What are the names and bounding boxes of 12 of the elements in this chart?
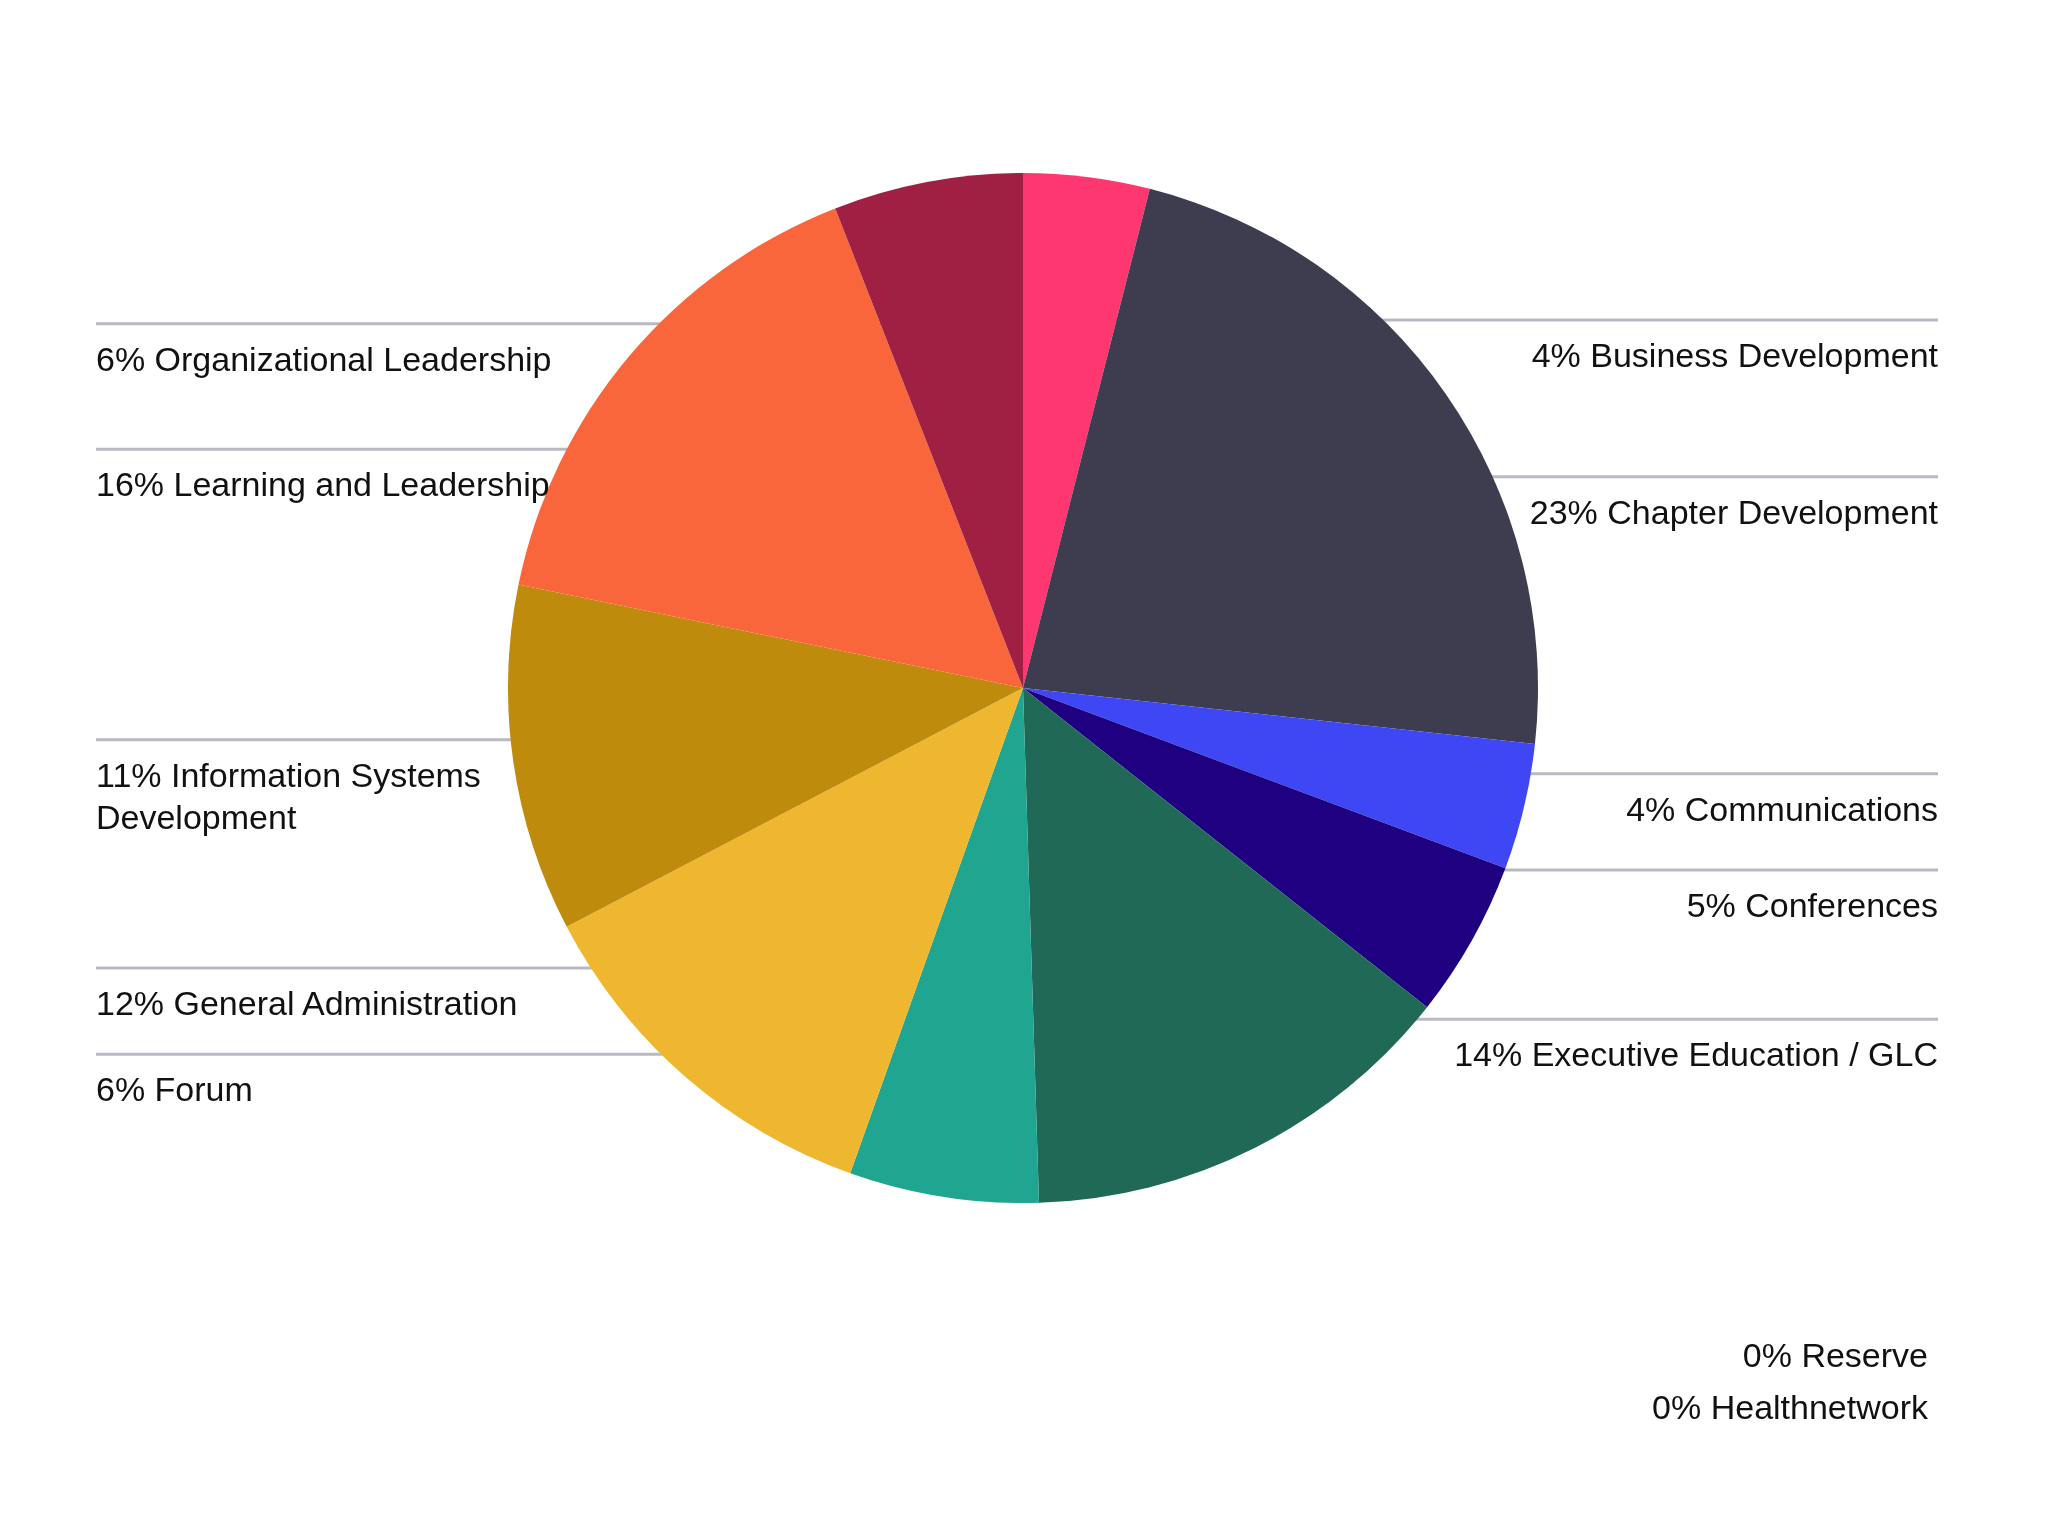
slice-label: 12% General Administration (96, 983, 518, 1022)
text: 0% Healthnetwork (1652, 1388, 1928, 1426)
slice-label: 16% Learning and Leadership (96, 465, 550, 504)
slice-label: 6% Forum (96, 1070, 253, 1109)
slice-label: 5% Conferences (1686, 886, 1938, 925)
slice-label: 23% Chapter Development (1529, 492, 1939, 531)
slice-label: 6% Organizational Leadership (96, 339, 552, 378)
slice-label: 11% Information Systems Development (96, 755, 491, 836)
text: 0% Reserve (1742, 1336, 1928, 1374)
slice-label: 14% Executive Education / GLC (1454, 1035, 1938, 1074)
slice-label: 4% Communications (1626, 789, 1938, 828)
slice-label: 4% Business Development (1531, 336, 1939, 375)
